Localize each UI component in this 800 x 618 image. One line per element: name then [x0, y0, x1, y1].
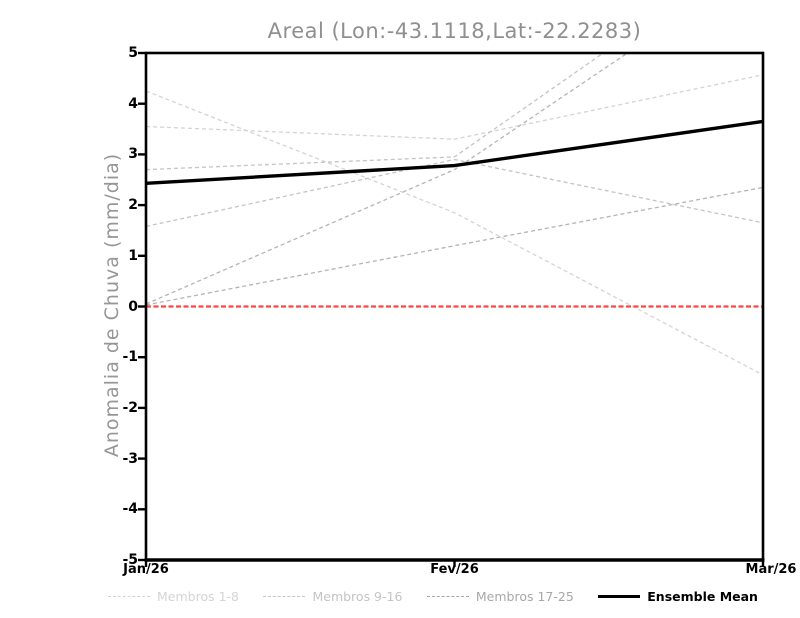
legend-item: Ensemble Mean: [598, 589, 758, 604]
chart-title: Areal (Lon:-43.1118,Lat:-22.2283): [267, 19, 642, 43]
dashed-line-swatch: [426, 596, 469, 597]
y-tick-label: -2: [122, 399, 138, 416]
solid-line-swatch: [598, 595, 641, 598]
x-tick-label: Fev/26: [430, 562, 479, 577]
y-tick-label: 4: [128, 95, 138, 112]
legend-label: Membros 17-25: [475, 589, 574, 604]
y-tick-label: 5: [128, 45, 138, 61]
y-tick-label: 1: [128, 247, 138, 264]
x-tick-label: Mar/26: [745, 562, 797, 577]
legend-label: Membros 9-16: [312, 589, 403, 604]
dashed-line-swatch: [263, 596, 306, 597]
x-tick-label: Jan/26: [123, 562, 169, 577]
y-tick-label: 2: [128, 197, 138, 214]
y-tick-label: -1: [122, 349, 138, 366]
legend-item: Membros 9-16: [263, 589, 402, 604]
legend-item: Membros 1-8: [108, 589, 239, 604]
y-tick-label: 0: [128, 298, 138, 315]
legend-label: Ensemble Mean: [647, 589, 758, 604]
y-tick-label: -3: [122, 450, 138, 467]
legend: Membros 1-8 Membros 9-16 Membros 17-25 Ense…: [108, 589, 758, 604]
dashed-line-swatch: [108, 596, 150, 597]
legend-item: Membros 17-25: [426, 589, 574, 604]
y-tick-label: -5: [122, 552, 138, 568]
y-tick-label: 3: [128, 146, 138, 163]
legend-label: Membros 1-8: [157, 589, 240, 604]
y-tick-label: -4: [122, 501, 138, 518]
